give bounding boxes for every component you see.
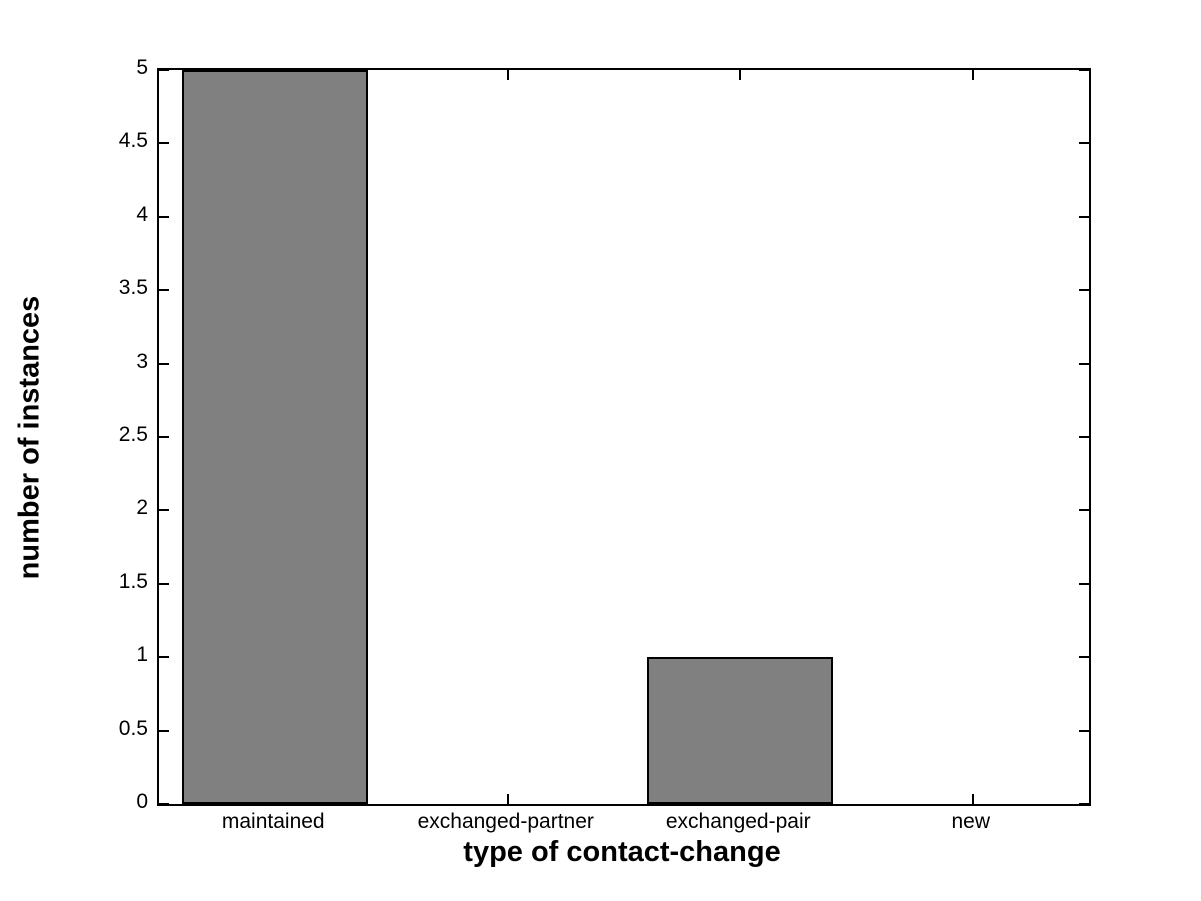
y-tick-left: [159, 582, 169, 585]
y-tick-left: [159, 656, 169, 659]
y-tick-right: [1079, 803, 1089, 805]
y-tick-label: 4: [136, 202, 148, 226]
x-tick-top: [739, 70, 742, 80]
y-tick-right: [1079, 436, 1089, 438]
y-tick-label: 2: [136, 496, 148, 520]
y-tick-left: [159, 436, 169, 438]
y-tick-right: [1079, 289, 1089, 292]
y-tick-right: [1079, 656, 1089, 659]
y-tick-label: 1: [136, 643, 148, 667]
bar-maintained: [182, 70, 369, 804]
y-tick-left: [159, 362, 169, 365]
y-tick-right: [1079, 142, 1089, 145]
y-tick-label: 3: [136, 349, 148, 373]
y-tick-right: [1079, 362, 1089, 365]
y-tick-label: 5: [136, 56, 148, 79]
x-axis-title: type of contact-change: [463, 836, 781, 868]
x-tick-top: [506, 70, 509, 80]
y-tick-right: [1079, 729, 1089, 732]
y-tick-left: [159, 69, 169, 71]
x-tick-bottom: [506, 794, 509, 804]
y-tick-right: [1079, 509, 1089, 512]
y-tick-left: [159, 509, 169, 512]
y-tick-right: [1079, 582, 1089, 585]
x-tick-bottom: [971, 794, 974, 804]
y-tick-label: 1.5: [118, 569, 148, 593]
plot-area: [157, 68, 1091, 806]
y-tick-right: [1079, 69, 1089, 71]
y-tick-left: [159, 215, 169, 218]
x-tick-label: exchanged-pair: [665, 810, 811, 833]
y-tick-label: 3.5: [118, 276, 148, 300]
y-tick-label: 0: [136, 790, 148, 813]
x-tick-label: new: [951, 810, 991, 833]
y-tick-left: [159, 803, 169, 805]
bar-exchanged-pair: [647, 657, 834, 804]
x-tick-label: exchanged-partner: [417, 810, 594, 833]
y-tick-label: 2.5: [118, 423, 148, 446]
y-tick-left: [159, 729, 169, 732]
y-tick-left: [159, 289, 169, 292]
x-tick-top: [971, 70, 974, 80]
x-tick-label: maintained: [221, 810, 325, 833]
y-tick-right: [1079, 215, 1089, 218]
y-tick-label: 0.5: [118, 716, 148, 740]
y-tick-label: 4.5: [118, 129, 148, 153]
y-tick-left: [159, 142, 169, 145]
